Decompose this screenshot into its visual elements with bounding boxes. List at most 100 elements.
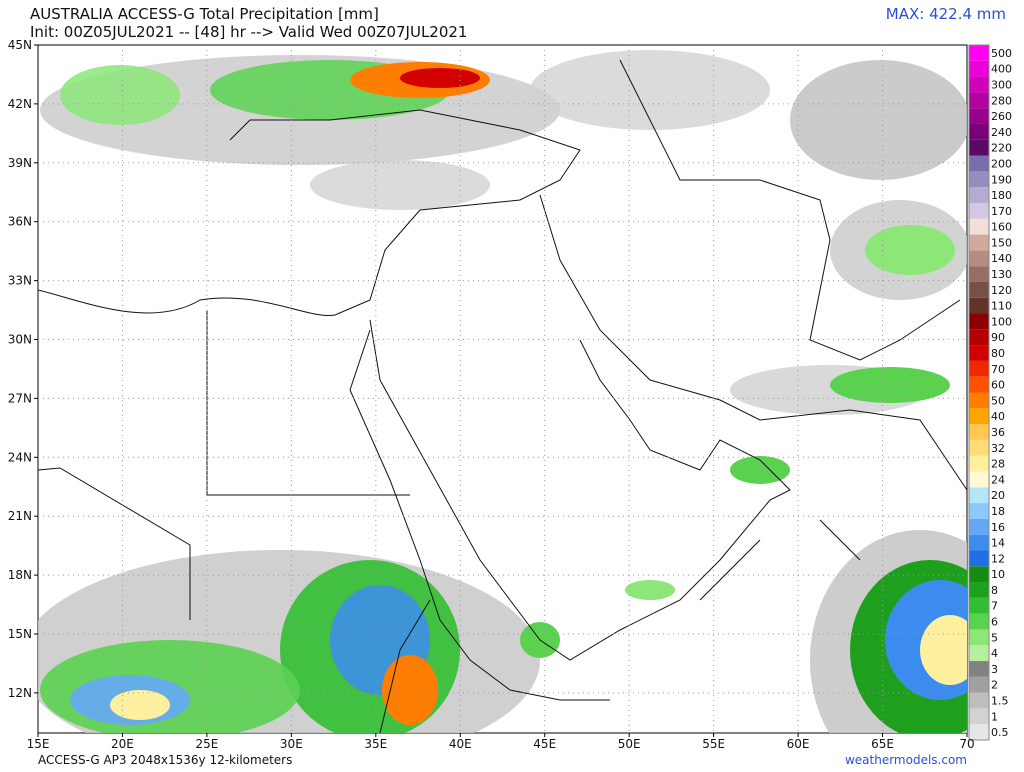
colorbar-label: 400 — [991, 63, 1012, 76]
colorbar-label: 8 — [991, 584, 998, 597]
colorbar-label: 28 — [991, 458, 1005, 471]
colorbar-cell — [969, 218, 989, 235]
colorbar-label: 40 — [991, 410, 1005, 423]
lat-label: 33N — [8, 274, 32, 288]
colorbar-cell — [969, 250, 989, 267]
lat-label: 45N — [8, 38, 32, 52]
lat-label: 39N — [8, 156, 32, 170]
colorbar-label: 160 — [991, 221, 1012, 234]
colorbar-cell — [969, 313, 989, 330]
colorbar-label: 220 — [991, 142, 1012, 155]
lon-label: 60E — [787, 737, 810, 751]
colorbar-label: 260 — [991, 110, 1012, 123]
colorbar-frame — [968, 44, 990, 741]
colorbar-cell — [969, 471, 989, 488]
lat-label: 24N — [8, 450, 32, 464]
lat-label: 36N — [8, 215, 32, 229]
footer-model: ACCESS-G AP3 2048x1536y 12-kilometers — [38, 753, 292, 767]
lon-label: 40E — [449, 737, 472, 751]
colorbar-cell — [969, 692, 989, 709]
colorbar-cell — [969, 202, 989, 219]
colorbar-cell — [969, 534, 989, 551]
colorbar-cell — [969, 360, 989, 377]
colorbar-label: 1 — [991, 710, 998, 723]
colorbar-label: 80 — [991, 347, 1005, 360]
colorbar-cell — [969, 234, 989, 251]
colorbar-cell — [969, 92, 989, 109]
lon-label: 50E — [618, 737, 641, 751]
lat-label: 30N — [8, 333, 32, 347]
colorbar-label: 24 — [991, 473, 1005, 486]
colorbar-cell — [969, 392, 989, 409]
colorbar-cell — [969, 108, 989, 124]
colorbar-label: 32 — [991, 442, 1005, 455]
colorbar-label: 150 — [991, 236, 1012, 249]
colorbar-cell — [969, 661, 989, 677]
colorbar-label: 7 — [991, 600, 998, 613]
colorbar-cell — [969, 487, 989, 504]
init-line: Init: 00Z05JUL2021 -- [48] hr --> Valid … — [30, 23, 467, 41]
colorbar-label: 5 — [991, 631, 998, 644]
colorbar-cell — [969, 123, 989, 140]
colorbar-cell — [969, 597, 989, 614]
colorbar-cell — [969, 408, 989, 425]
colorbar-label: 110 — [991, 300, 1012, 313]
colorbar-cell — [969, 329, 989, 346]
lat-label: 18N — [8, 568, 32, 582]
colorbar-label: 12 — [991, 552, 1005, 565]
colorbar-cell — [969, 281, 989, 298]
lon-label: 35E — [364, 737, 387, 751]
colorbar-cell — [969, 139, 989, 156]
colorbar-cell — [969, 645, 989, 662]
lon-label: 55E — [702, 737, 725, 751]
colorbar-cell — [969, 424, 989, 440]
colorbar-label: 0.5 — [991, 726, 1009, 739]
lon-label: 65E — [871, 737, 894, 751]
colorbar-label: 6 — [991, 616, 998, 629]
colorbar-label: 20 — [991, 489, 1005, 502]
colorbar-label: 36 — [991, 426, 1005, 439]
colorbar-cell — [969, 266, 989, 282]
max-value: MAX: 422.4 mm — [886, 5, 1006, 23]
colorbar-label: 16 — [991, 521, 1005, 534]
colorbar-label: 14 — [991, 537, 1005, 550]
colorbar-label: 180 — [991, 189, 1012, 202]
title: AUSTRALIA ACCESS-G Total Precipitation [… — [30, 5, 379, 23]
colorbar-cell — [969, 60, 989, 77]
lat-label: 27N — [8, 391, 32, 405]
lon-label: 20E — [111, 737, 134, 751]
colorbar-cell — [969, 676, 989, 693]
colorbar-label: 120 — [991, 284, 1012, 297]
colorbar-label: 500 — [991, 47, 1012, 60]
lon-label: 15E — [27, 737, 50, 751]
lon-label: 45E — [533, 737, 556, 751]
colorbar-cell — [969, 45, 989, 61]
colorbar-label: 3 — [991, 663, 998, 676]
colorbar-cell — [969, 613, 989, 630]
lat-label: 21N — [8, 509, 32, 523]
colorbar-cell — [969, 439, 989, 456]
colorbar-cell — [969, 708, 989, 725]
lon-label: 70 — [959, 737, 974, 751]
colorbar-label: 130 — [991, 268, 1012, 281]
colorbar-label: 140 — [991, 252, 1012, 265]
colorbar-cell — [969, 76, 989, 93]
colorbar-label: 170 — [991, 205, 1012, 218]
colorbar-cell — [969, 171, 989, 188]
colorbar-cell — [969, 582, 989, 598]
footer-site: weathermodels.com — [845, 753, 967, 767]
lat-label: 12N — [8, 686, 32, 700]
colorbar: 0.5 1 1.5 2 3 4 5 6 7 8 10 12 14 16 18 20 24 28 32 36 40 50 60… — [968, 44, 1012, 741]
colorbar-label: 70 — [991, 363, 1005, 376]
colorbar-label: 18 — [991, 505, 1005, 518]
colorbar-cell — [969, 629, 989, 646]
colorbar-cell — [969, 566, 989, 583]
lon-label: 30E — [280, 737, 303, 751]
colorbar-label: 90 — [991, 331, 1005, 344]
colorbar-label: 60 — [991, 379, 1005, 392]
colorbar-label: 190 — [991, 173, 1012, 186]
colorbar-cell — [969, 345, 989, 361]
colorbar-cell — [969, 518, 989, 535]
